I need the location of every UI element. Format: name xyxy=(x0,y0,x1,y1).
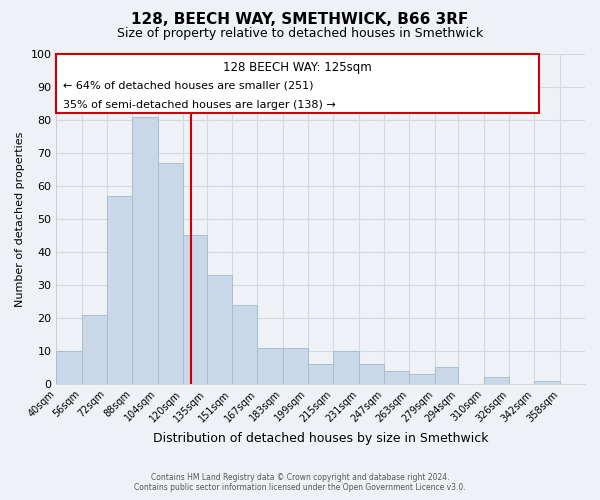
X-axis label: Distribution of detached houses by size in Smethwick: Distribution of detached houses by size … xyxy=(153,432,488,445)
Bar xyxy=(56,351,82,384)
Bar xyxy=(308,364,334,384)
Bar xyxy=(283,348,308,384)
Bar xyxy=(207,275,232,384)
Bar xyxy=(107,196,133,384)
Bar xyxy=(359,364,384,384)
Bar xyxy=(484,378,509,384)
Bar xyxy=(183,236,207,384)
Bar xyxy=(409,374,434,384)
Text: Size of property relative to detached houses in Smethwick: Size of property relative to detached ho… xyxy=(117,28,483,40)
Bar xyxy=(82,314,107,384)
Y-axis label: Number of detached properties: Number of detached properties xyxy=(15,132,25,306)
Text: Contains HM Land Registry data © Crown copyright and database right 2024.
Contai: Contains HM Land Registry data © Crown c… xyxy=(134,473,466,492)
Bar xyxy=(384,370,409,384)
Bar xyxy=(56,54,539,114)
Bar xyxy=(334,351,359,384)
Bar xyxy=(158,163,183,384)
Bar xyxy=(232,304,257,384)
Text: 128, BEECH WAY, SMETHWICK, B66 3RF: 128, BEECH WAY, SMETHWICK, B66 3RF xyxy=(131,12,469,28)
Bar xyxy=(434,368,458,384)
Bar xyxy=(257,348,283,384)
Bar xyxy=(535,380,560,384)
Text: 35% of semi-detached houses are larger (138) →: 35% of semi-detached houses are larger (… xyxy=(63,100,335,110)
Text: 128 BEECH WAY: 125sqm: 128 BEECH WAY: 125sqm xyxy=(223,60,372,74)
Text: ← 64% of detached houses are smaller (251): ← 64% of detached houses are smaller (25… xyxy=(63,80,313,90)
Bar xyxy=(133,116,158,384)
